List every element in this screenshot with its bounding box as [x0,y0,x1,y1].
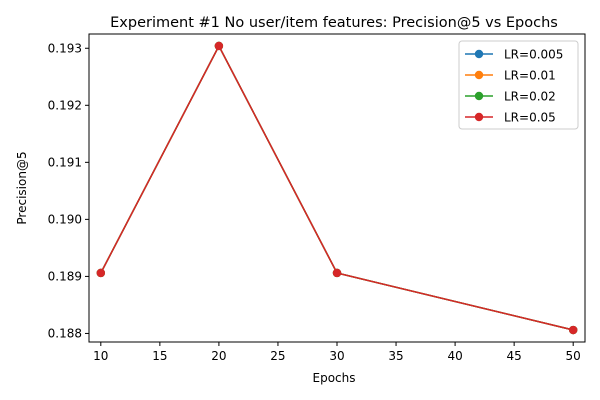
data-point [96,268,106,278]
y-tick-label: 0.193 [48,41,82,55]
legend-label: LR=0.01 [504,69,556,83]
x-tick-label: 10 [93,349,108,363]
y-axis-label: Precision@5 [15,151,29,224]
x-tick-label: 35 [388,349,403,363]
series-lr-0-05 [96,41,578,335]
x-tick-label: 40 [447,349,462,363]
legend-marker [474,91,484,101]
x-tick-label: 30 [329,349,344,363]
legend-marker [474,70,484,80]
data-point [214,41,224,51]
y-tick-label: 0.192 [48,98,82,112]
x-tick-label: 45 [507,349,522,363]
axis-ticks: 10 15 20 25 30 35 40 45 50 0.188 0.189 0.190 0.191 0.… [48,41,581,363]
legend-label: LR=0.05 [504,111,556,125]
legend-item: LR=0.02 [465,90,556,104]
legend-label: LR=0.02 [504,90,556,104]
x-axis-label: Epochs [313,371,356,385]
legend-item: LR=0.01 [465,69,556,83]
plot-area [96,41,578,335]
legend-label: LR=0.005 [504,48,563,62]
legend-box [458,40,579,130]
y-tick-label: 0.189 [48,269,82,283]
legend-item: LR=0.05 [465,111,556,125]
x-tick-label: 50 [566,349,581,363]
y-tick-label: 0.190 [48,212,82,226]
series-line [100,44,574,331]
legend-marker [474,49,484,59]
y-tick-label: 0.191 [48,155,82,169]
data-point [332,268,342,278]
x-tick-label: 15 [152,349,167,363]
y-tick-label: 0.188 [48,326,82,340]
data-point [568,325,578,335]
legend-item: LR=0.005 [465,48,563,62]
x-tick-label: 20 [211,349,226,363]
x-tick-label: 25 [270,349,285,363]
chart-title: Experiment #1 No user/item features: Pre… [110,15,558,31]
legend-marker [474,112,484,122]
legend: LR=0.005 LR=0.01 LR=0.02 LR=0.05 [458,40,579,130]
